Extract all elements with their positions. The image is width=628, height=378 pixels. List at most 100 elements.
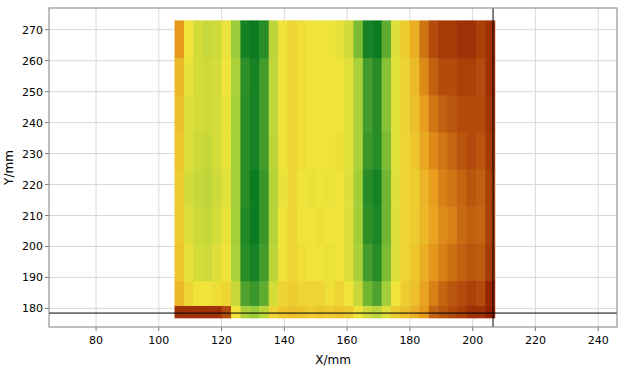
cell [476,305,486,318]
cell [353,243,363,281]
cell [466,132,476,170]
cell [457,169,467,207]
cell [316,95,326,133]
x-tick [284,327,285,331]
cell [382,243,392,281]
cell [466,95,476,133]
cell [297,243,307,281]
cell [372,132,382,170]
cell [325,132,335,170]
cell [400,95,410,133]
x-axis-title: X/mm [315,353,351,367]
cell [410,95,420,133]
cell [175,206,185,244]
x-tick-label: 120 [211,334,232,347]
cell [438,132,448,170]
x-tick-label: 180 [399,334,420,347]
cell [269,132,279,170]
cell [297,20,307,58]
cell [278,58,288,96]
cell [363,58,373,96]
cell [203,20,213,58]
cell [287,281,297,306]
cell [448,281,458,306]
cell [391,132,401,170]
cell [231,95,241,133]
cell [269,58,279,96]
cell [306,281,316,306]
grid-line-x [96,8,97,327]
x-tick-label: 240 [588,334,609,347]
cell [372,243,382,281]
cell [391,281,401,306]
cell [287,20,297,58]
cell [335,281,345,306]
chart: 8010012014016018020022024018019020021022… [0,0,628,378]
cell [193,305,203,318]
cell [231,58,241,96]
cell [184,305,194,318]
x-tick [221,327,222,331]
cell [325,20,335,58]
cell [297,281,307,306]
cell [353,206,363,244]
cell [410,169,420,207]
cell [193,58,203,96]
cell [306,305,316,318]
cell [222,132,232,170]
cell [335,169,345,207]
cell [448,169,458,207]
cell [250,58,260,96]
cell [287,132,297,170]
cell [325,169,335,207]
cell [240,132,250,170]
cell [175,281,185,306]
cell [269,206,279,244]
y-tick-label: 200 [22,240,43,253]
cell [203,169,213,207]
cell [316,58,326,96]
cell [316,20,326,58]
cell [297,169,307,207]
cell [485,305,495,318]
cell [250,243,260,281]
x-tick-label: 140 [274,334,295,347]
cell [448,206,458,244]
cell [203,132,213,170]
x-tick-label: 220 [525,334,546,347]
cell [184,243,194,281]
x-tick [598,327,599,331]
cell [391,58,401,96]
cell [297,305,307,318]
cell [344,206,354,244]
cell [457,95,467,133]
cell [466,20,476,58]
x-tick [409,327,410,331]
cell [419,305,429,318]
y-tick [45,29,49,30]
cell [193,281,203,306]
cell [400,206,410,244]
cell [353,169,363,207]
cell [457,206,467,244]
y-tick-label: 260 [22,55,43,68]
cell [306,132,316,170]
cell [400,20,410,58]
x-tick [535,327,536,331]
cell [297,58,307,96]
cell [353,95,363,133]
cell [466,305,476,318]
cell [250,206,260,244]
cell [269,169,279,207]
cell [278,95,288,133]
cell [391,20,401,58]
cell [240,58,250,96]
cell [485,95,495,133]
cell [212,206,222,244]
cell [344,95,354,133]
cell [231,169,241,207]
cell [410,58,420,96]
cell [372,206,382,244]
cell [382,58,392,96]
cell [193,169,203,207]
